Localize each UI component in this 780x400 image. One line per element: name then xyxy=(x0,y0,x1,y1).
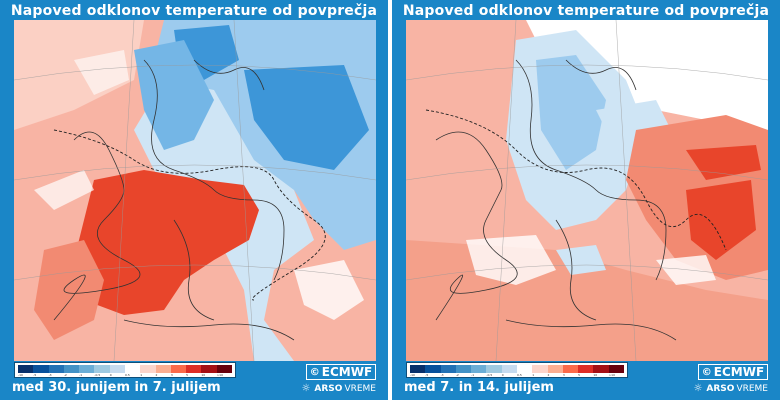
europe-map xyxy=(14,20,376,361)
colorbar-cell xyxy=(94,365,110,373)
colorbar-cell xyxy=(547,365,563,373)
ecmwf-mark-icon: © xyxy=(701,366,712,378)
colorbar-cell xyxy=(155,365,171,373)
arso-vreme-logo: ☼ ARSO VREME xyxy=(693,383,768,394)
colorbar-cell xyxy=(18,365,34,373)
colorbar-tick-label: 3 xyxy=(562,373,565,377)
colorbar-cell xyxy=(501,365,517,373)
period-caption: med 7. in 14. julijem xyxy=(404,380,554,395)
colorbar-cell xyxy=(170,365,187,373)
colorbar-tick-label: 2 xyxy=(155,373,158,377)
arso-bold-text: ARSO xyxy=(314,383,343,394)
colorbar-tick-label: -3 xyxy=(48,373,52,377)
arso-bold-text: ARSO xyxy=(706,383,735,394)
colorbar-cell xyxy=(593,365,609,373)
colorbar-tick-label: 0 xyxy=(501,373,504,377)
arso-vreme-logo: ☼ ARSO VREME xyxy=(301,383,376,394)
colorbar-tick-label: >10 xyxy=(608,373,615,377)
colorbar-ticks: -10 -5 -3 -2 -1 -0.5 0 0.5 1 2 3 5 10 >10 xyxy=(410,373,624,378)
anomaly-map xyxy=(14,20,376,361)
anomaly-map xyxy=(406,20,768,361)
colorbar-cell xyxy=(516,365,533,373)
colorbar-tick-label: 1 xyxy=(140,373,143,377)
ecmwf-logo-text: ECMWF xyxy=(713,365,765,379)
colorbar-tick-label: -3 xyxy=(440,373,444,377)
colorbar-tick-label: -5 xyxy=(33,373,37,377)
colorbar-tick-label: -0.5 xyxy=(486,373,493,377)
colorbar-tick-label: 5 xyxy=(186,373,189,377)
forecast-panel-week2: Napoved odklonov temperature od povprečj… xyxy=(392,0,780,400)
colorbar-tick-label: 10 xyxy=(201,373,206,377)
ecmwf-logo: © ECMWF xyxy=(306,364,376,380)
forecast-panel-week1: Napoved odklonov temperature od povprečj… xyxy=(0,0,388,400)
colorbar-cell xyxy=(608,365,624,373)
ecmwf-logo-text: ECMWF xyxy=(321,365,373,379)
ecmwf-logo: © ECMWF xyxy=(698,364,768,380)
colorbar-cell xyxy=(124,365,141,373)
colorbar-cell xyxy=(532,365,548,373)
colorbar-tick-label: 0 xyxy=(109,373,112,377)
colorbar-tick-label: -5 xyxy=(425,373,429,377)
panel-title: Napoved odklonov temperature od povprečj… xyxy=(10,3,378,19)
colorbar-cells xyxy=(18,365,232,373)
colorbar-tick-label: -2 xyxy=(455,373,459,377)
colorbar-tick-label: -0.5 xyxy=(94,373,101,377)
colorbar-cell xyxy=(578,365,594,373)
colorbar-cell xyxy=(471,365,487,373)
colorbar-cell xyxy=(440,365,456,373)
colorbar-cell xyxy=(425,365,441,373)
sun-icon: ☼ xyxy=(301,383,311,394)
colorbar-cell xyxy=(562,365,579,373)
colorbar-tick-label: >10 xyxy=(216,373,223,377)
colorbar-cell xyxy=(63,365,80,373)
colorbar-tick-label: -2 xyxy=(63,373,67,377)
colorbar-tick-label: 0.5 xyxy=(516,373,522,377)
colorbar-tick-label: 1 xyxy=(532,373,535,377)
colorbar-cell xyxy=(109,365,125,373)
colorbar-cell xyxy=(79,365,95,373)
arso-rest-text: VREME xyxy=(344,383,376,394)
panel-title: Napoved odklonov temperature od povprečj… xyxy=(402,3,770,19)
colorbar-tick-label: -1 xyxy=(471,373,475,377)
colorbar-cell xyxy=(186,365,202,373)
colorbar-tick-label: 0.5 xyxy=(124,373,130,377)
colorbar-cell xyxy=(486,365,502,373)
arso-rest-text: VREME xyxy=(736,383,768,394)
colorbar-cell xyxy=(140,365,156,373)
ecmwf-mark-icon: © xyxy=(309,366,320,378)
colorbar-tick-label: 3 xyxy=(170,373,173,377)
temperature-colorbar: -10 -5 -3 -2 -1 -0.5 0 0.5 1 2 3 5 10 >10 xyxy=(406,362,628,378)
colorbar-tick-label: 10 xyxy=(593,373,598,377)
colorbar-cell xyxy=(201,365,217,373)
colorbar-cell xyxy=(33,365,49,373)
colorbar-tick-label: -10 xyxy=(18,373,23,377)
period-caption: med 30. junijem in 7. julijem xyxy=(12,380,221,395)
colorbar-cells xyxy=(410,365,624,373)
colorbar-ticks: -10 -5 -3 -2 -1 -0.5 0 0.5 1 2 3 5 10 >10 xyxy=(18,373,232,378)
colorbar-cell xyxy=(455,365,472,373)
colorbar-cell xyxy=(410,365,426,373)
europe-map xyxy=(406,20,768,361)
colorbar-tick-label: 2 xyxy=(547,373,550,377)
colorbar-tick-label: -1 xyxy=(79,373,83,377)
colorbar-cell xyxy=(216,365,232,373)
sun-icon: ☼ xyxy=(693,383,703,394)
temperature-colorbar: -10 -5 -3 -2 -1 -0.5 0 0.5 1 2 3 5 10 >10 xyxy=(14,362,236,378)
colorbar-tick-label: -10 xyxy=(410,373,415,377)
colorbar-cell xyxy=(48,365,64,373)
colorbar-tick-label: 5 xyxy=(578,373,581,377)
